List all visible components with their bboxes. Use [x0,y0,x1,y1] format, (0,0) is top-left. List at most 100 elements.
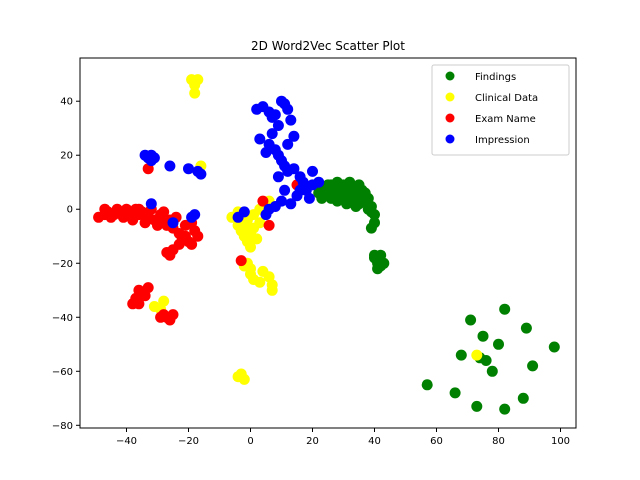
data-point [152,219,163,231]
data-point [517,392,529,404]
data-point [499,303,511,315]
data-point [365,206,377,218]
data-point [257,195,269,207]
data-point [282,103,294,115]
data-point [139,217,151,229]
data-point [99,209,111,221]
x-tick-label: 100 [551,436,570,447]
y-tick-label: 40 [60,97,73,108]
data-point [254,133,266,145]
data-point [449,387,461,399]
legend-box [431,64,570,156]
data-point [164,160,176,172]
data-point [251,233,263,245]
data-point [338,192,349,204]
data-point [486,365,498,377]
data-point [158,206,170,218]
data-point [365,222,377,234]
legend: Findings Clinical Data Exam Name Impression [431,64,570,156]
legend-marker [445,71,455,81]
x-axis: −40 −20 0 20 40 60 80 100 [116,428,570,447]
data-point [353,198,365,210]
data-point [192,230,204,242]
data-point [145,198,157,210]
y-tick-label: −80 [52,421,73,432]
data-point [272,171,284,183]
data-point [493,338,504,350]
legend-label: Findings [475,72,516,83]
data-point [186,238,198,250]
data-point [471,349,483,361]
legend-label: Impression [475,135,530,146]
data-point [362,192,374,204]
data-point [303,192,315,204]
data-point [189,79,201,91]
data-point [319,190,331,202]
data-point [245,263,256,275]
data-point [499,403,511,415]
data-point [272,120,284,131]
data-point [245,241,256,253]
data-point [254,217,266,229]
data-point [121,203,132,215]
data-point [288,130,300,142]
chart-title: 2D Word2Vec Scatter Plot [251,39,405,53]
data-point [238,219,250,231]
data-point [313,176,325,188]
data-point [282,138,294,150]
x-tick-label: 20 [306,436,319,447]
y-tick-label: 20 [60,151,73,162]
series-findings [310,176,560,415]
legend-marker [445,134,455,144]
y-axis: −80 −60 −40 −20 0 20 40 [52,97,80,432]
x-tick-label: 60 [430,436,443,447]
data-point [344,176,356,188]
data-point [465,314,477,326]
x-tick-label: −40 [116,436,137,447]
y-tick-label: 0 [67,205,73,216]
data-point [279,184,291,196]
data-point [133,203,145,215]
data-point [322,179,334,191]
data-point [235,255,247,267]
plot-frame [79,57,577,429]
data-point [285,198,297,210]
points-layer [93,74,560,415]
data-point [548,341,560,353]
data-point [263,219,275,231]
data-point [421,379,433,391]
data-point [260,147,272,158]
data-point [142,282,154,294]
data-point [133,298,145,310]
legend-label: Clinical Data [475,93,538,104]
data-point [127,214,139,226]
data-point [189,87,201,99]
data-point [183,163,194,175]
x-tick-label: 0 [247,436,253,447]
legend-marker [445,113,455,123]
data-point [520,322,532,334]
data-point [477,330,489,342]
data-point [266,284,278,296]
data-point [372,257,384,269]
data-point [480,355,492,366]
y-tick-label: −60 [52,367,73,378]
data-point [167,309,179,321]
data-point [254,276,266,288]
data-point [288,163,300,175]
data-point [260,209,272,221]
data-point [334,182,346,194]
y-tick-label: −40 [52,313,73,324]
data-point [195,168,207,180]
data-point [161,247,173,258]
data-point [145,155,157,167]
data-point [232,211,244,223]
x-tick-label: 40 [368,436,381,447]
y-tick-label: −20 [52,259,73,270]
data-point [307,165,318,177]
data-point [266,128,278,140]
data-point [285,114,297,126]
data-point [455,349,467,361]
data-point [527,360,539,372]
